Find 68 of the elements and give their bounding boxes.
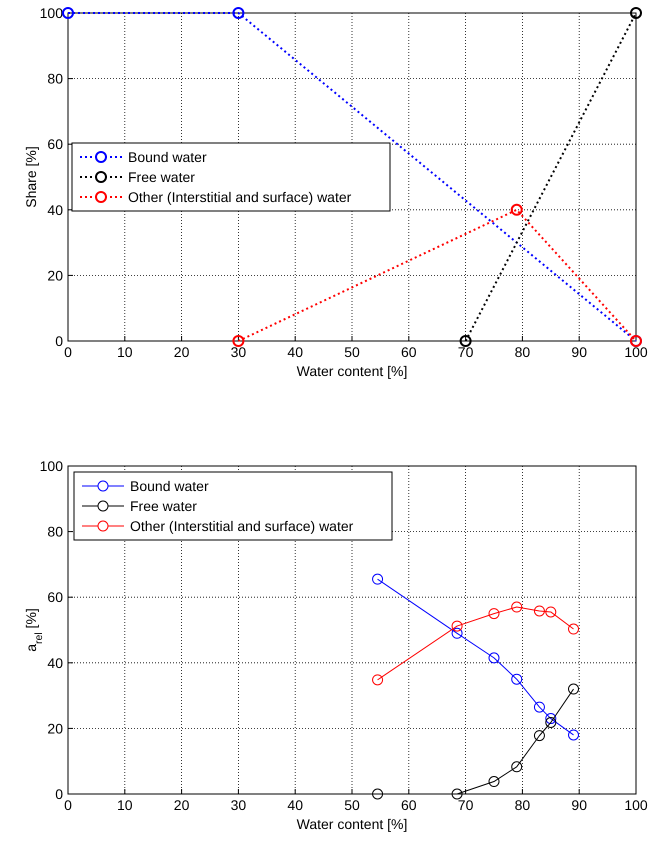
- y-tick-label: 100: [40, 5, 64, 21]
- x-tick-label: 60: [401, 797, 417, 813]
- point: [372, 674, 384, 686]
- point: [511, 761, 522, 772]
- y-tick-label: 0: [55, 333, 64, 349]
- legend-label: Free water: [130, 498, 198, 514]
- x-tick-label: 50: [344, 344, 360, 360]
- x-tick-label: 100: [624, 344, 648, 360]
- legend-label: Other (Interstitial and surface) water: [130, 518, 354, 534]
- point: [452, 620, 463, 632]
- y-tick-label: 60: [47, 136, 64, 152]
- x-tick-label: 40: [287, 797, 304, 813]
- x-tick-label: 90: [571, 344, 588, 360]
- x-tick-label: 30: [230, 344, 246, 360]
- point: [510, 204, 523, 216]
- point: [511, 602, 522, 613]
- x-tick-label: 10: [117, 797, 133, 813]
- point: [534, 730, 545, 742]
- point: [372, 574, 384, 585]
- y-tick-label: 60: [47, 589, 64, 606]
- point: [545, 606, 556, 618]
- x-tick-label: 80: [514, 344, 530, 360]
- legend-label: Free water: [128, 169, 196, 185]
- point: [630, 7, 642, 19]
- x-tick-label: 20: [174, 797, 190, 813]
- y-tick-label: 80: [47, 524, 64, 540]
- x-tick-label: 50: [344, 797, 360, 813]
- point: [511, 674, 522, 685]
- point: [460, 335, 472, 347]
- x-tick-label: 100: [624, 797, 648, 813]
- point: [232, 7, 244, 19]
- point: [488, 608, 500, 620]
- y-tick-label: 20: [47, 720, 64, 736]
- point: [488, 652, 500, 664]
- point: [568, 684, 580, 695]
- x-tick-label: 70: [458, 797, 474, 813]
- legend-label: Bound water: [128, 149, 207, 165]
- point: [452, 788, 463, 800]
- point: [545, 713, 556, 724]
- x-tick-label: 30: [230, 797, 246, 813]
- point: [534, 605, 545, 616]
- x-tick-label: 40: [287, 344, 304, 360]
- point: [452, 628, 463, 639]
- x-tick-label: 80: [514, 797, 530, 813]
- point: [232, 335, 244, 347]
- x-tick-label: 10: [117, 344, 133, 360]
- y-tick-label: 40: [47, 202, 64, 218]
- point: [534, 702, 545, 713]
- y-axis-title: Share [%]: [23, 146, 39, 208]
- x-tick-label: 60: [401, 344, 417, 360]
- legend-label: Other (Interstitial and surface) water: [128, 189, 352, 205]
- point: [372, 788, 384, 800]
- x-tick-label: 90: [571, 797, 588, 813]
- point: [62, 7, 74, 19]
- point: [568, 729, 580, 740]
- point: [545, 716, 556, 728]
- y-tick-label: 80: [47, 70, 64, 87]
- y-tick-label: 40: [47, 654, 64, 671]
- y-tick-label: 20: [47, 267, 64, 284]
- point: [488, 776, 500, 788]
- x-axis-title: Water content [%]: [296, 363, 408, 379]
- y-tick-label: 100: [40, 458, 64, 474]
- y-tick-label: 0: [55, 786, 64, 802]
- point: [568, 624, 580, 635]
- x-axis-title: Water content [%]: [296, 816, 408, 832]
- legend-label: Bound water: [130, 478, 209, 494]
- x-tick-label: 70: [458, 344, 474, 360]
- x-tick-label: 20: [174, 344, 190, 360]
